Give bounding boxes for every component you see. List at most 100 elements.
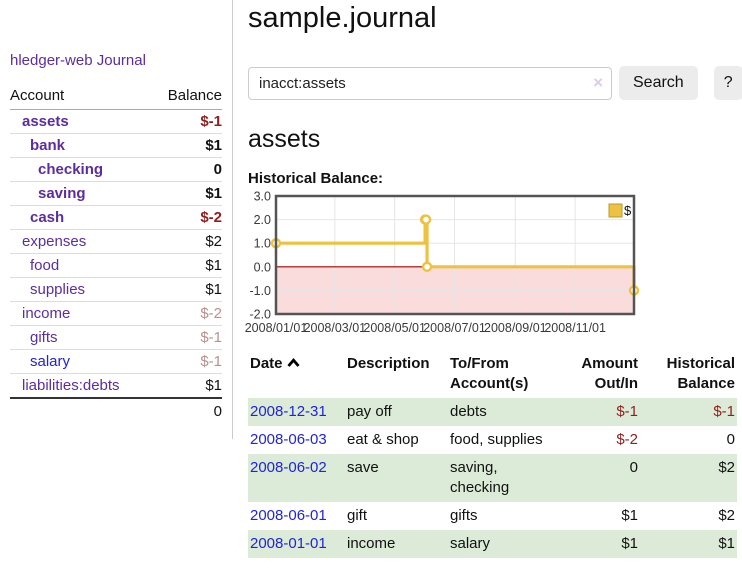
app-title-link[interactable]: hledger-web: [10, 52, 93, 69]
transaction-description: gift: [347, 507, 368, 524]
transaction-description: pay off: [347, 403, 392, 420]
accounts-total-row: 0: [10, 397, 222, 424]
sort-asc-icon: [286, 354, 300, 374]
transaction-amount: $1: [621, 535, 638, 552]
transaction-accounts: gifts: [450, 507, 478, 524]
transaction-balance: $1: [718, 535, 735, 552]
clear-search-icon[interactable]: ×: [593, 72, 603, 92]
svg-text:2008/01/01: 2008/01/01: [245, 321, 308, 335]
transaction-date: 2008-06-01: [248, 502, 345, 530]
chart-label: Historical Balance:: [248, 170, 384, 187]
journal-link[interactable]: Journal: [96, 52, 146, 69]
svg-text:3.0: 3.0: [254, 190, 271, 204]
account-row: expenses $2: [10, 229, 222, 254]
transaction-date-link[interactable]: 2008-12-31: [250, 403, 327, 420]
transaction-row[interactable]: 2008-12-31 pay off debts $-1 $-1: [248, 398, 737, 426]
transaction-amount: $1: [621, 507, 638, 524]
account-row: food $1: [10, 253, 222, 278]
transaction-balance: 0: [726, 431, 735, 448]
page-title: sample.journal: [248, 2, 437, 34]
transaction-date: 2008-06-03: [248, 426, 345, 454]
account-link[interactable]: bank: [30, 137, 66, 154]
svg-text:2.0: 2.0: [254, 213, 271, 227]
account-link[interactable]: gifts: [30, 329, 58, 346]
transaction-amount: $-2: [616, 431, 638, 448]
svg-text:2008/11/01: 2008/11/01: [544, 321, 606, 335]
transaction-date: 2008-06-02: [248, 454, 345, 502]
account-balance: $2: [151, 229, 222, 254]
register-header-amount: Amount Out/In: [581, 355, 638, 392]
account-balance: $-1: [151, 109, 222, 134]
transaction-accounts: food, supplies: [450, 431, 543, 448]
transaction-date-link[interactable]: 2008-06-03: [250, 431, 327, 448]
account-balance: $1: [151, 133, 222, 158]
search-button[interactable]: Search: [619, 66, 698, 100]
svg-text:$: $: [624, 203, 632, 218]
account-row: saving $1: [10, 181, 222, 206]
accounts-header-row: Account Balance: [10, 84, 222, 110]
register-header-row: Date Description To/From Account(s) Amou…: [248, 352, 737, 398]
account-balance: $1: [151, 253, 222, 278]
account-link[interactable]: checking: [38, 161, 104, 178]
account-balance: $-1: [151, 325, 222, 350]
account-row: gifts $-1: [10, 325, 222, 350]
account-link[interactable]: assets: [22, 113, 69, 130]
sidebar: hledger-web Journal Account Balance asse…: [0, 0, 233, 439]
register-table: Date Description To/From Account(s) Amou…: [248, 352, 737, 558]
transaction-date: 2008-12-31: [248, 398, 345, 426]
account-link[interactable]: expenses: [22, 233, 87, 250]
account-link[interactable]: saving: [38, 185, 86, 202]
accounts-table: Account Balance assets $-1 bank $1 check…: [10, 84, 222, 424]
accounts-total-spacer: [10, 397, 152, 424]
search-help-button[interactable]: ?: [713, 66, 742, 100]
account-balance: $1: [151, 277, 222, 302]
account-balance: $-1: [151, 349, 222, 374]
account-row: liabilities:debts $1: [10, 373, 222, 399]
account-balance: $-2: [151, 301, 222, 326]
historical-balance-chart[interactable]: $3.0 2.0 1.0 0.0 -1.0 -2.0 2008/01/01 2008/03/0…: [245, 190, 648, 336]
transaction-amount: 0: [629, 459, 638, 476]
transaction-accounts: debts: [450, 403, 487, 420]
transaction-amount: $-1: [616, 403, 638, 420]
transaction-row[interactable]: 2008-06-03 eat & shop food, supplies $-2…: [248, 426, 737, 454]
svg-text:-1.0: -1.0: [249, 284, 271, 298]
transaction-balance: $2: [718, 459, 735, 476]
transaction-date-link[interactable]: 2008-01-01: [250, 535, 327, 552]
main-content: sample.journal × Search ? assets Histori…: [233, 0, 742, 558]
account-heading: assets: [248, 125, 321, 153]
account-balance: $1: [151, 373, 222, 399]
register-header-description: Description: [347, 355, 430, 372]
svg-text:1.0: 1.0: [254, 237, 271, 251]
transaction-row[interactable]: 2008-01-01 income salary $1 $1: [248, 530, 737, 558]
account-link[interactable]: income: [22, 305, 71, 322]
accounts-header-balance: Balance: [151, 84, 222, 110]
transaction-balance: $-1: [713, 403, 735, 420]
transaction-description: eat & shop: [347, 431, 419, 448]
account-link[interactable]: salary: [30, 353, 71, 370]
transaction-date-link[interactable]: 2008-06-01: [250, 507, 327, 524]
svg-text:2008/05/01: 2008/05/01: [363, 321, 426, 335]
app: hledger-web Journal Account Balance asse…: [0, 0, 742, 558]
register-header-balance: Historical Balance: [666, 355, 735, 392]
account-link[interactable]: cash: [30, 209, 65, 226]
transaction-description: save: [347, 459, 379, 476]
transaction-date-link[interactable]: 2008-06-02: [250, 459, 327, 476]
account-link[interactable]: food: [30, 257, 60, 274]
register-header-date[interactable]: Date: [248, 352, 345, 398]
search-input[interactable]: [248, 66, 612, 100]
svg-text:2008/03/01: 2008/03/01: [304, 321, 367, 335]
register-header-account: To/From Account(s): [450, 355, 529, 392]
svg-text:2008/07/01: 2008/07/01: [423, 321, 486, 335]
transaction-balance: $2: [718, 507, 735, 524]
transaction-accounts: saving, checking: [450, 459, 510, 496]
transaction-accounts: salary: [450, 535, 491, 552]
account-balance: 0: [151, 157, 222, 182]
account-link[interactable]: supplies: [30, 281, 86, 298]
account-row: salary $-1: [10, 349, 222, 374]
account-link[interactable]: liabilities:debts: [22, 377, 120, 394]
svg-text:-2.0: -2.0: [249, 308, 271, 322]
svg-text:0.0: 0.0: [254, 260, 271, 274]
search-input-wrap: ×: [248, 66, 612, 100]
transaction-row[interactable]: 2008-06-02 save saving, checking 0 $2: [248, 454, 737, 502]
transaction-row[interactable]: 2008-06-01 gift gifts $1 $2: [248, 502, 737, 530]
